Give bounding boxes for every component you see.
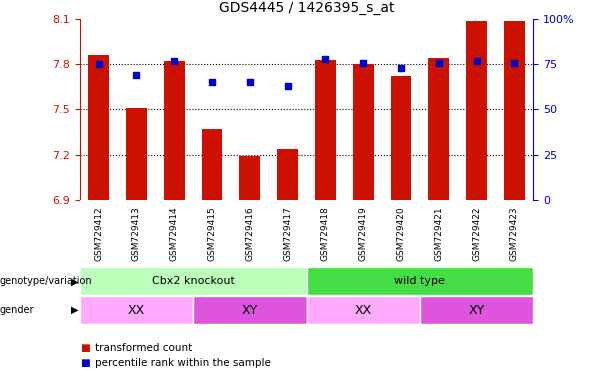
Point <box>396 65 406 71</box>
Bar <box>193 296 306 324</box>
Text: ▶: ▶ <box>70 305 78 315</box>
Text: XY: XY <box>242 304 258 316</box>
Bar <box>390 76 411 200</box>
Bar <box>504 21 525 200</box>
Text: GSM729413: GSM729413 <box>132 206 141 261</box>
Text: GSM729422: GSM729422 <box>472 206 481 260</box>
Bar <box>80 296 193 324</box>
Text: ▶: ▶ <box>70 276 78 286</box>
Point <box>472 58 482 64</box>
Point <box>131 72 141 78</box>
Title: GDS4445 / 1426395_s_at: GDS4445 / 1426395_s_at <box>219 2 394 15</box>
Bar <box>164 61 185 200</box>
Text: ■: ■ <box>80 358 89 368</box>
Text: percentile rank within the sample: percentile rank within the sample <box>95 358 271 368</box>
Text: GSM729417: GSM729417 <box>283 206 292 261</box>
Bar <box>315 60 336 200</box>
Point <box>358 60 368 66</box>
Point <box>321 56 330 62</box>
Bar <box>306 267 533 295</box>
Bar <box>306 296 420 324</box>
Point <box>283 83 292 89</box>
Text: ■: ■ <box>80 343 89 353</box>
Text: GSM729420: GSM729420 <box>397 206 406 261</box>
Text: XY: XY <box>468 304 485 316</box>
Text: GSM729423: GSM729423 <box>510 206 519 261</box>
Bar <box>88 55 109 200</box>
Text: GSM729419: GSM729419 <box>359 206 368 261</box>
Bar <box>466 21 487 200</box>
Text: GSM729421: GSM729421 <box>434 206 443 261</box>
Text: GSM729415: GSM729415 <box>207 206 216 261</box>
Bar <box>420 296 533 324</box>
Text: GSM729416: GSM729416 <box>245 206 254 261</box>
Text: Cbx2 knockout: Cbx2 knockout <box>151 276 235 286</box>
Bar <box>277 149 298 200</box>
Text: GSM729418: GSM729418 <box>321 206 330 261</box>
Bar <box>80 267 306 295</box>
Text: XX: XX <box>354 304 372 316</box>
Text: gender: gender <box>0 305 34 315</box>
Point <box>207 79 217 86</box>
Point <box>509 60 519 66</box>
Text: transformed count: transformed count <box>95 343 192 353</box>
Point <box>245 79 255 86</box>
Bar <box>240 156 260 200</box>
Bar <box>202 129 223 200</box>
Text: GSM729412: GSM729412 <box>94 206 103 261</box>
Bar <box>126 108 147 200</box>
Point <box>434 60 444 66</box>
Point <box>94 61 104 67</box>
Text: wild type: wild type <box>395 276 445 286</box>
Text: genotype/variation: genotype/variation <box>0 276 93 286</box>
Text: XX: XX <box>128 304 145 316</box>
Point <box>169 58 179 64</box>
Bar <box>428 58 449 200</box>
Text: GSM729414: GSM729414 <box>170 206 179 261</box>
Bar <box>353 65 373 200</box>
